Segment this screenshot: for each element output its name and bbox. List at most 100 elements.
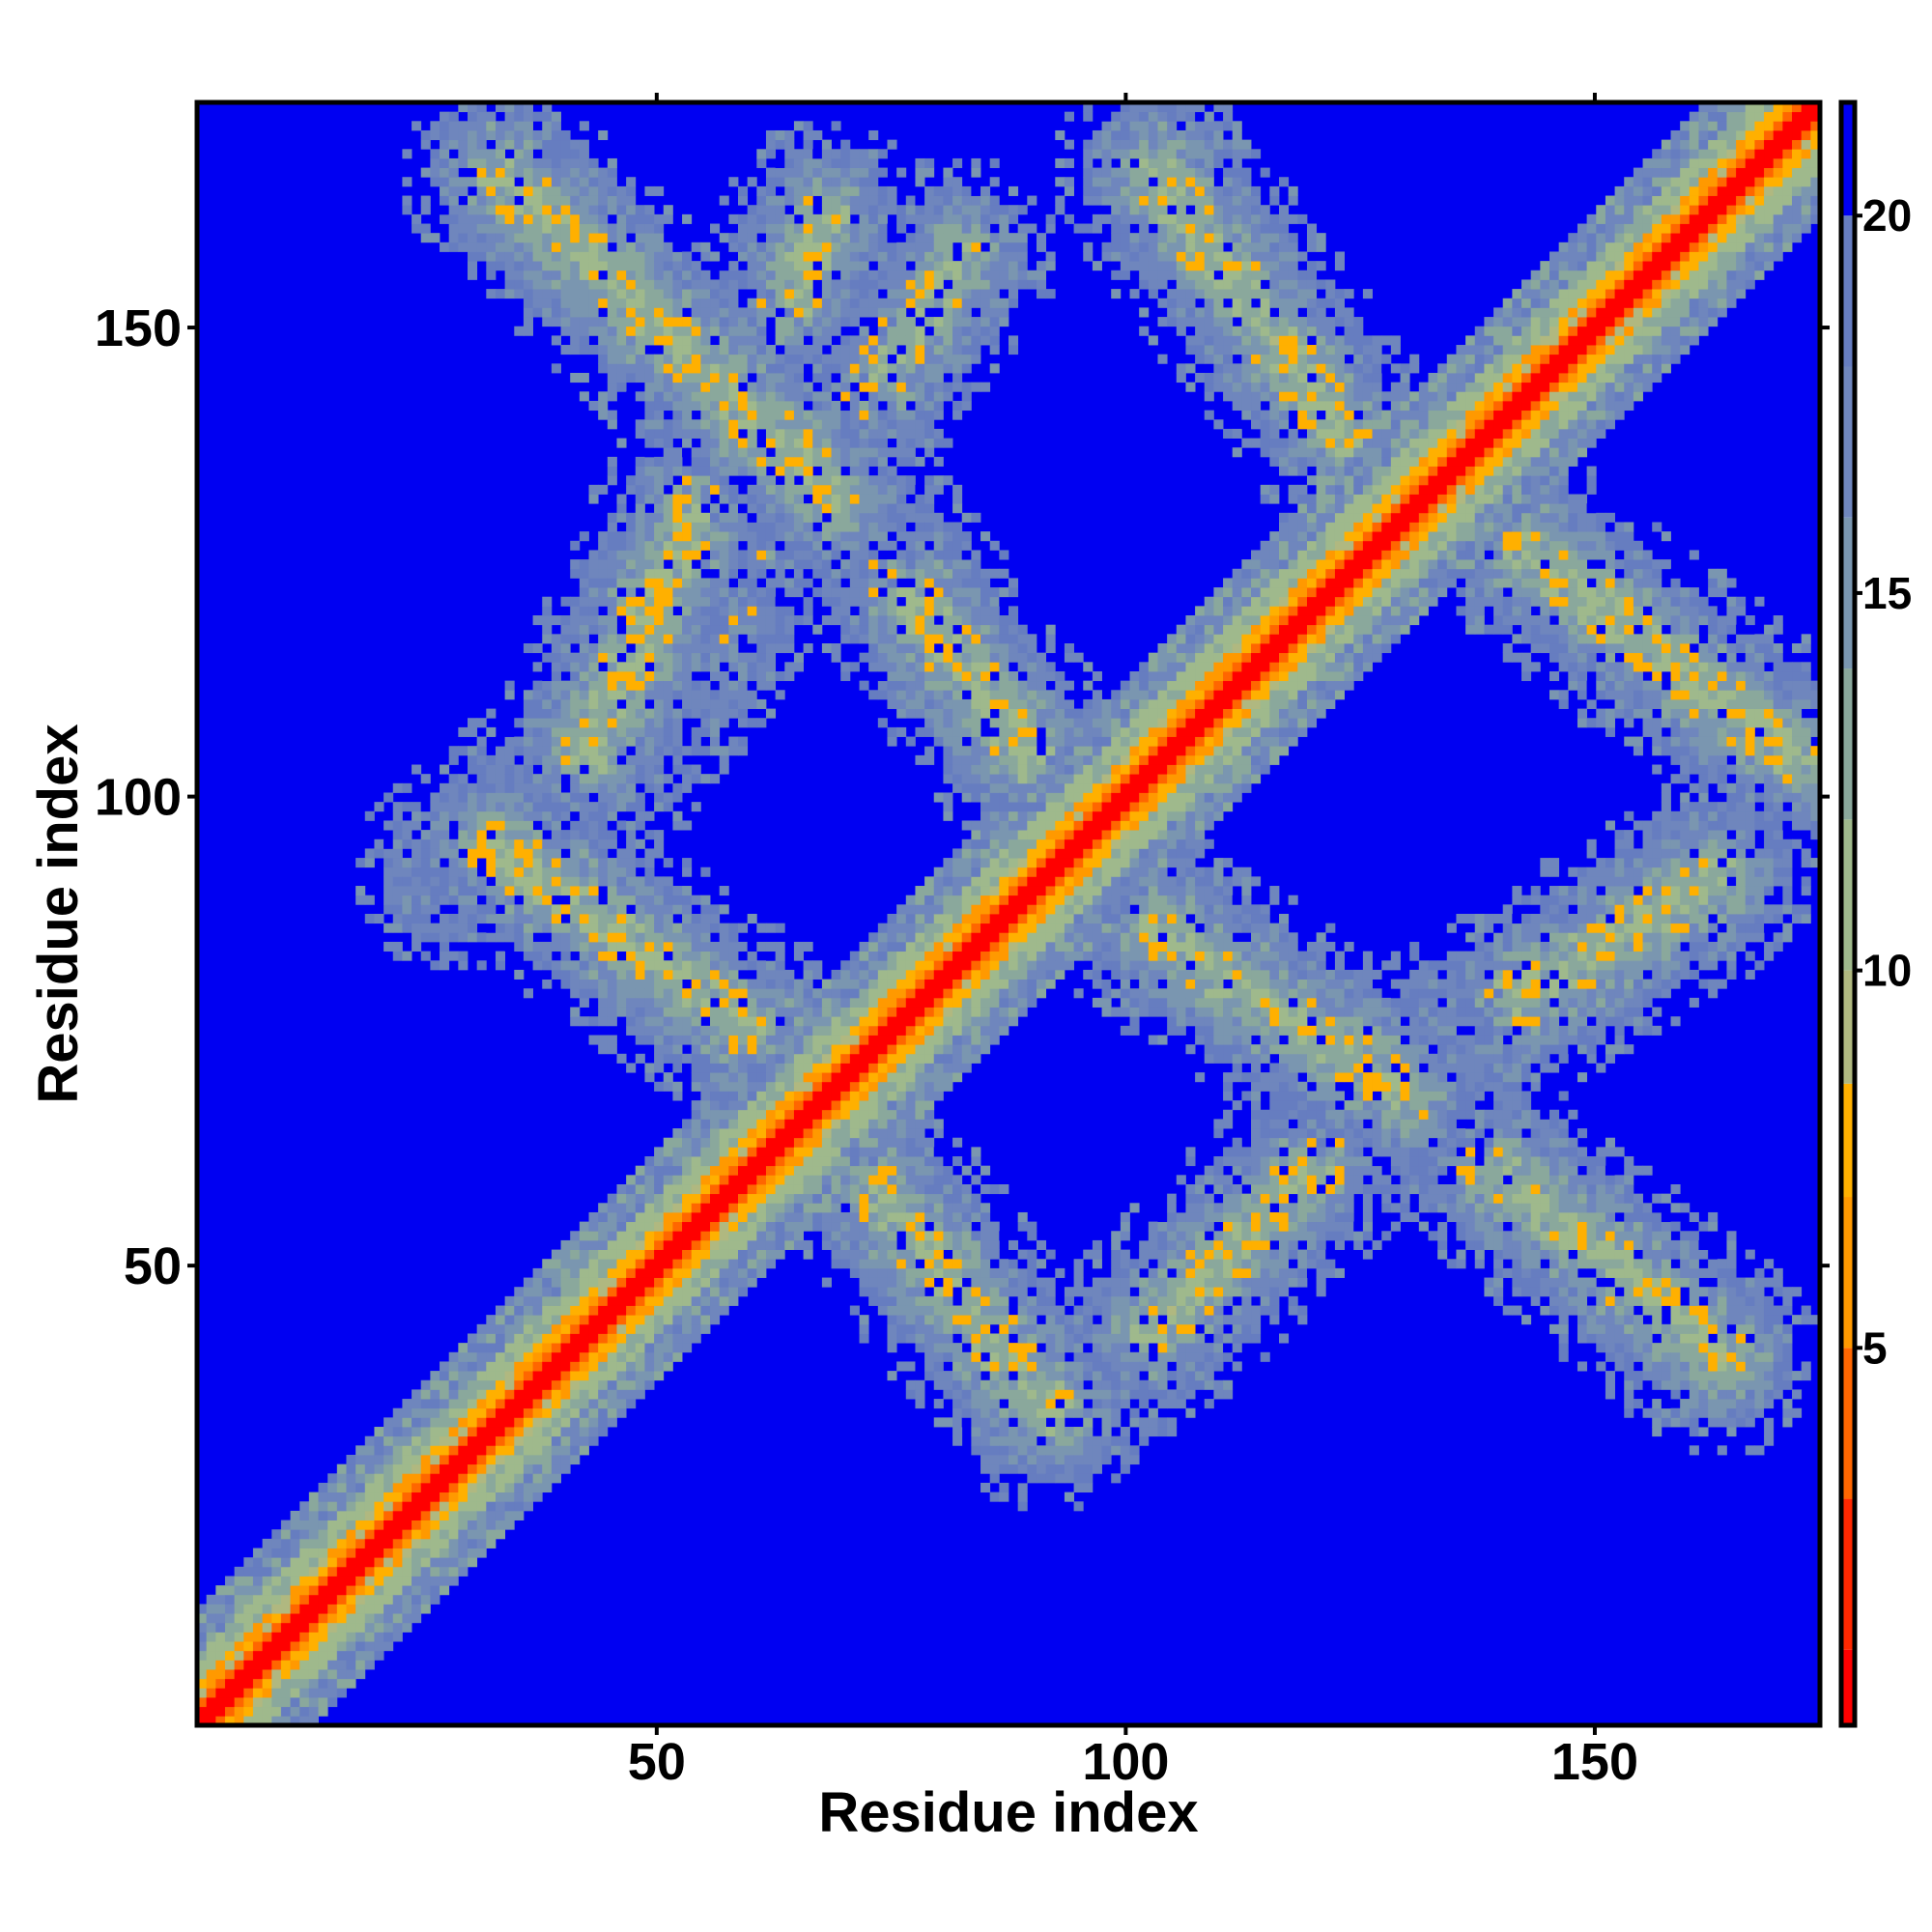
heatmap-cell: [290, 1650, 300, 1661]
heatmap-cell: [691, 774, 701, 784]
heatmap-cell: [607, 177, 617, 187]
heatmap-cell: [626, 652, 637, 663]
heatmap-cell: [243, 1566, 254, 1577]
heatmap-cell: [588, 782, 599, 793]
heatmap-cell: [756, 1175, 767, 1185]
heatmap-cell: [821, 410, 832, 420]
heatmap-cell: [514, 1389, 525, 1400]
heatmap-cell: [392, 830, 403, 840]
heatmap-cell: [551, 941, 561, 952]
heatmap-cell: [765, 522, 777, 532]
heatmap-cell: [728, 736, 739, 747]
heatmap-cell: [570, 1287, 581, 1297]
heatmap-cell: [420, 914, 431, 924]
heatmap-cell: [728, 698, 739, 709]
heatmap-cell: [402, 1399, 412, 1409]
heatmap-cell: [468, 1473, 478, 1484]
heatmap-cell: [775, 1147, 785, 1157]
heatmap-cell: [887, 923, 897, 933]
heatmap-cell: [532, 1389, 543, 1400]
heatmap-cell: [672, 1016, 683, 1027]
heatmap-cell: [756, 289, 767, 299]
heatmap-cell: [616, 298, 627, 308]
heatmap-cell: [672, 363, 683, 374]
heatmap-cell: [868, 373, 879, 384]
heatmap-cell: [738, 1277, 749, 1288]
heatmap-cell: [635, 578, 645, 588]
heatmap-cell: [644, 951, 655, 961]
heatmap-cell: [868, 484, 879, 495]
heatmap-cell: [700, 969, 711, 980]
heatmap-cell: [877, 1305, 888, 1316]
heatmap-cell: [672, 886, 683, 896]
heatmap-cell: [570, 1323, 581, 1334]
heatmap-cell: [542, 121, 553, 131]
heatmap-cell: [458, 1343, 469, 1353]
heatmap-cell: [747, 261, 757, 271]
heatmap-cell: [747, 1211, 757, 1223]
heatmap-cell: [738, 494, 749, 504]
heatmap-cell: [710, 596, 721, 607]
heatmap-cell: [747, 1007, 757, 1017]
heatmap-cell: [877, 233, 888, 243]
heatmap-cell: [607, 419, 617, 430]
heatmap-cell: [831, 606, 841, 616]
heatmap-cell: [468, 261, 478, 271]
heatmap-cell: [476, 792, 487, 803]
heatmap-cell: [560, 792, 571, 803]
heatmap-cell: [626, 782, 637, 793]
heatmap-cell: [607, 578, 617, 588]
heatmap-cell: [626, 932, 637, 943]
heatmap-cell: [775, 1231, 785, 1241]
heatmap-cell: [635, 736, 645, 747]
heatmap-cell: [784, 242, 795, 252]
heatmap-cell: [616, 858, 627, 868]
heatmap-cell: [392, 1473, 403, 1484]
heatmap-cell: [570, 1435, 581, 1446]
heatmap-cell: [542, 754, 553, 765]
heatmap-cell: [542, 698, 553, 709]
heatmap-cell: [663, 1323, 673, 1334]
heatmap-cell: [654, 951, 665, 961]
heatmap-cell: [412, 1520, 422, 1530]
heatmap-cell: [486, 1417, 497, 1428]
heatmap-cell: [486, 149, 497, 159]
heatmap-cell: [468, 242, 478, 252]
heatmap-cell: [224, 1641, 236, 1652]
heatmap-cell: [523, 1455, 533, 1465]
heatmap-cell: [821, 438, 832, 448]
heatmap-cell: [392, 1520, 403, 1530]
heatmap-cell: [821, 1081, 832, 1092]
heatmap-cell: [644, 764, 655, 775]
heatmap-cell: [588, 242, 599, 252]
heatmap-cell: [654, 1343, 665, 1353]
heatmap-cell: [392, 895, 403, 905]
heatmap-cell: [747, 979, 757, 989]
heatmap-cell: [579, 1399, 589, 1409]
heatmap-cell: [812, 326, 823, 336]
heatmap-cell: [868, 1184, 879, 1195]
heatmap-cell: [775, 400, 785, 412]
heatmap-cell: [765, 670, 777, 682]
heatmap-cell: [588, 1295, 599, 1306]
heatmap-cell: [374, 1632, 384, 1642]
heatmap-cell: [812, 475, 823, 486]
heatmap-cell: [728, 643, 739, 654]
heatmap-cell: [728, 960, 739, 971]
heatmap-cell: [784, 251, 795, 262]
heatmap-cell: [868, 1203, 879, 1213]
heatmap-cell: [579, 1427, 589, 1437]
heatmap-cell: [654, 988, 665, 999]
heatmap-cell: [523, 914, 533, 924]
heatmap-cell: [756, 1184, 767, 1195]
heatmap-cell: [468, 233, 478, 243]
heatmap-cell: [803, 540, 813, 551]
heatmap-cell: [215, 1688, 226, 1698]
heatmap-cell: [840, 447, 851, 458]
heatmap-cell: [290, 1716, 300, 1726]
heatmap-cell: [532, 1407, 543, 1418]
heatmap-cell: [784, 484, 795, 495]
heatmap-cell: [644, 848, 655, 859]
heatmap-cell: [570, 876, 581, 887]
heatmap-cell: [336, 1548, 347, 1558]
